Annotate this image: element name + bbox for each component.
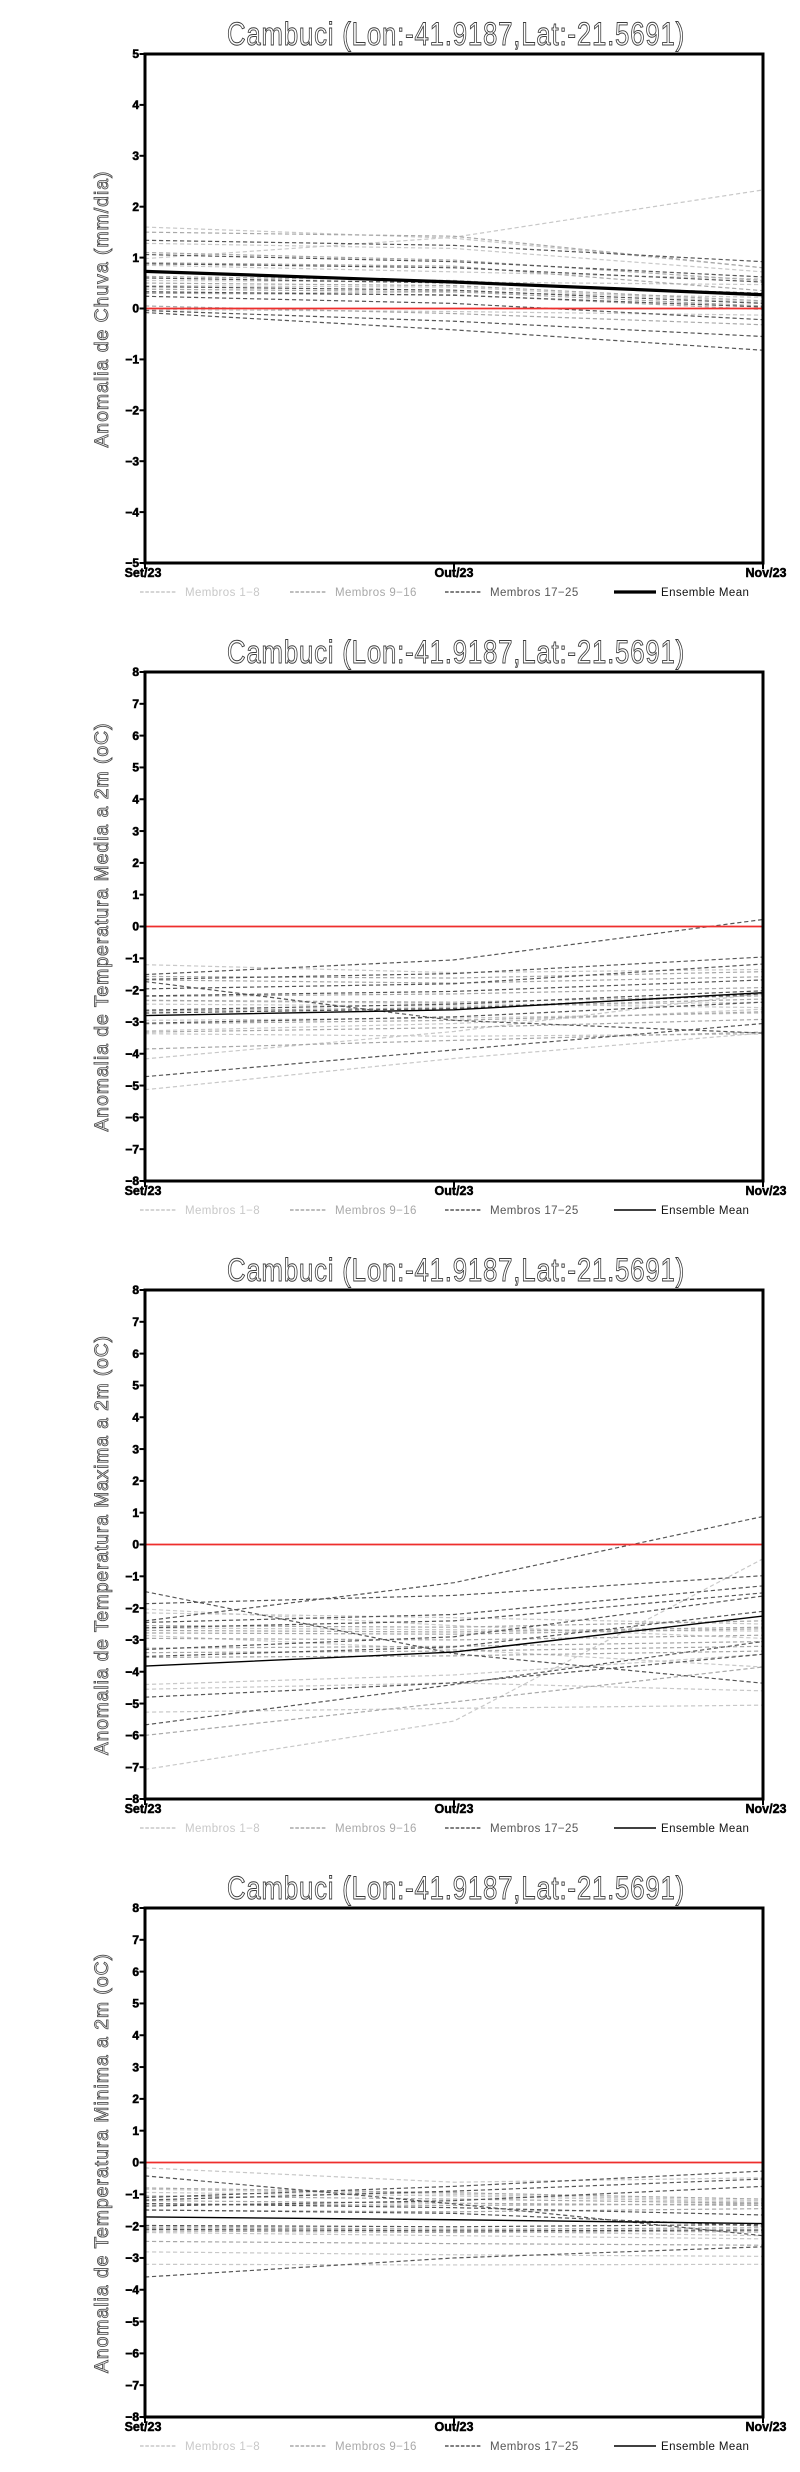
svg-text:7: 7 xyxy=(132,1315,139,1329)
svg-text:Nov/23: Nov/23 xyxy=(746,566,787,580)
svg-text:3: 3 xyxy=(132,149,139,163)
svg-text:7: 7 xyxy=(132,1933,139,1947)
svg-text:Membros 17−25: Membros 17−25 xyxy=(490,1205,579,1217)
svg-text:Out/23: Out/23 xyxy=(435,2420,474,2434)
svg-text:Membros 9−16: Membros 9−16 xyxy=(335,1823,417,1835)
svg-text:1: 1 xyxy=(132,2124,139,2138)
svg-text:Ensemble Mean: Ensemble Mean xyxy=(661,1823,749,1835)
svg-text:Cambuci (Lon:-41.9187,Lat:-21.: Cambuci (Lon:-41.9187,Lat:-21.5691) xyxy=(227,1870,685,1906)
svg-text:−7: −7 xyxy=(125,2378,139,2392)
svg-text:4: 4 xyxy=(132,792,139,806)
svg-text:−1: −1 xyxy=(125,1570,139,1584)
svg-text:3: 3 xyxy=(132,824,139,838)
svg-text:Set/23: Set/23 xyxy=(125,1184,162,1198)
svg-text:Ensemble Mean: Ensemble Mean xyxy=(661,2441,749,2453)
svg-text:5: 5 xyxy=(132,47,139,61)
svg-text:−5: −5 xyxy=(125,2315,139,2329)
svg-text:−5: −5 xyxy=(125,1697,139,1711)
svg-text:−5: −5 xyxy=(125,556,139,570)
svg-text:−4: −4 xyxy=(125,505,139,519)
svg-text:1: 1 xyxy=(132,1506,139,1520)
svg-text:8: 8 xyxy=(132,665,139,679)
svg-text:Membros 1−8: Membros 1−8 xyxy=(185,1205,260,1217)
svg-text:−3: −3 xyxy=(125,2251,139,2265)
svg-text:Set/23: Set/23 xyxy=(125,2420,162,2434)
svg-text:Cambuci (Lon:-41.9187,Lat:-21.: Cambuci (Lon:-41.9187,Lat:-21.5691) xyxy=(227,634,685,670)
svg-text:1: 1 xyxy=(132,888,139,902)
svg-text:Out/23: Out/23 xyxy=(435,566,474,580)
svg-text:−8: −8 xyxy=(125,2410,139,2424)
svg-text:Out/23: Out/23 xyxy=(435,1802,474,1816)
svg-text:Membros 17−25: Membros 17−25 xyxy=(490,2441,579,2453)
svg-text:6: 6 xyxy=(132,1965,139,1979)
svg-text:Membros 17−25: Membros 17−25 xyxy=(490,587,579,599)
svg-text:−8: −8 xyxy=(125,1792,139,1806)
svg-text:Anomalia de Temperatura Minima: Anomalia de Temperatura Minima a 2m (oC) xyxy=(92,1953,113,2373)
svg-text:0: 0 xyxy=(132,920,139,934)
svg-text:Nov/23: Nov/23 xyxy=(746,2420,787,2434)
svg-text:−8: −8 xyxy=(125,1174,139,1188)
svg-text:0: 0 xyxy=(132,1538,139,1552)
svg-text:6: 6 xyxy=(132,1347,139,1361)
svg-text:−2: −2 xyxy=(125,404,139,418)
svg-text:1: 1 xyxy=(132,251,139,265)
svg-text:−1: −1 xyxy=(125,2188,139,2202)
svg-text:4: 4 xyxy=(132,2028,139,2042)
svg-text:Membros 1−8: Membros 1−8 xyxy=(185,2441,260,2453)
svg-text:Ensemble Mean: Ensemble Mean xyxy=(661,1205,749,1217)
svg-text:0: 0 xyxy=(132,302,139,316)
svg-text:2: 2 xyxy=(132,856,139,870)
svg-text:8: 8 xyxy=(132,1901,139,1915)
svg-text:−1: −1 xyxy=(125,952,139,966)
svg-text:7: 7 xyxy=(132,697,139,711)
svg-text:Membros 9−16: Membros 9−16 xyxy=(335,1205,417,1217)
svg-text:2: 2 xyxy=(132,200,139,214)
svg-text:−3: −3 xyxy=(125,454,139,468)
svg-text:8: 8 xyxy=(132,1283,139,1297)
svg-text:−2: −2 xyxy=(125,1601,139,1615)
svg-text:Nov/23: Nov/23 xyxy=(746,1184,787,1198)
svg-text:5: 5 xyxy=(132,1997,139,2011)
svg-text:2: 2 xyxy=(132,1474,139,1488)
svg-text:5: 5 xyxy=(132,1379,139,1393)
svg-text:Membros 9−16: Membros 9−16 xyxy=(335,2441,417,2453)
svg-text:−2: −2 xyxy=(125,2219,139,2233)
svg-text:Membros 1−8: Membros 1−8 xyxy=(185,587,260,599)
svg-text:3: 3 xyxy=(132,1442,139,1456)
svg-text:−2: −2 xyxy=(125,983,139,997)
svg-text:−7: −7 xyxy=(125,1142,139,1156)
svg-text:3: 3 xyxy=(132,2060,139,2074)
svg-text:0: 0 xyxy=(132,2156,139,2170)
svg-text:6: 6 xyxy=(132,729,139,743)
svg-text:−4: −4 xyxy=(125,2283,139,2297)
svg-text:Anomalia de Chuva (mm/dia): Anomalia de Chuva (mm/dia) xyxy=(92,171,113,448)
svg-text:−6: −6 xyxy=(125,1729,139,1743)
svg-text:4: 4 xyxy=(132,98,139,112)
svg-text:−1: −1 xyxy=(125,353,139,367)
svg-text:2: 2 xyxy=(132,2092,139,2106)
svg-text:Ensemble Mean: Ensemble Mean xyxy=(661,587,749,599)
svg-text:−7: −7 xyxy=(125,1760,139,1774)
svg-text:5: 5 xyxy=(132,761,139,775)
svg-text:Nov/23: Nov/23 xyxy=(746,1802,787,1816)
svg-text:−3: −3 xyxy=(125,1633,139,1647)
svg-text:−4: −4 xyxy=(125,1047,139,1061)
svg-text:Membros 1−8: Membros 1−8 xyxy=(185,1823,260,1835)
svg-text:Set/23: Set/23 xyxy=(125,1802,162,1816)
svg-text:Set/23: Set/23 xyxy=(125,566,162,580)
svg-text:−5: −5 xyxy=(125,1079,139,1093)
svg-text:Membros 9−16: Membros 9−16 xyxy=(335,587,417,599)
svg-text:−6: −6 xyxy=(125,1111,139,1125)
svg-text:Cambuci (Lon:-41.9187,Lat:-21.: Cambuci (Lon:-41.9187,Lat:-21.5691) xyxy=(227,1252,685,1288)
svg-text:Membros 17−25: Membros 17−25 xyxy=(490,1823,579,1835)
svg-text:−3: −3 xyxy=(125,1015,139,1029)
svg-text:Anomalia de Temperatura Maxima: Anomalia de Temperatura Maxima a 2m (oC) xyxy=(92,1335,113,1755)
svg-text:Out/23: Out/23 xyxy=(435,1184,474,1198)
svg-text:Cambuci (Lon:-41.9187,Lat:-21.: Cambuci (Lon:-41.9187,Lat:-21.5691) xyxy=(227,16,685,52)
svg-text:−4: −4 xyxy=(125,1665,139,1679)
svg-text:Anomalia de Temperatura Media: Anomalia de Temperatura Media a 2m (oC) xyxy=(92,723,113,1132)
svg-text:−6: −6 xyxy=(125,2347,139,2361)
svg-text:4: 4 xyxy=(132,1410,139,1424)
